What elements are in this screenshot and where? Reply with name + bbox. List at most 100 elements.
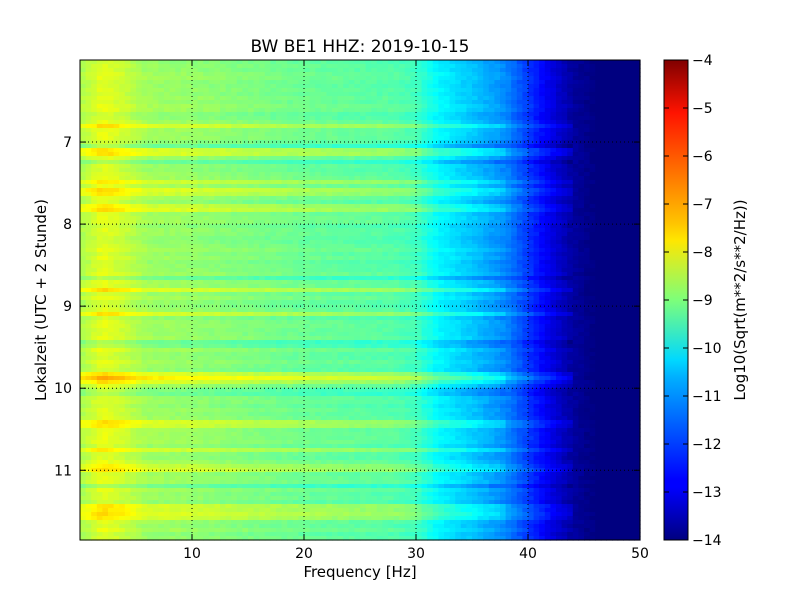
heatmap-cell [198, 152, 204, 157]
heatmap-cell [382, 84, 388, 89]
heatmap-cell [511, 212, 517, 217]
heatmap-cell [265, 116, 271, 121]
heatmap-cell [511, 228, 517, 233]
heatmap-cell [506, 252, 512, 257]
heatmap-cell [254, 188, 260, 193]
heatmap-cell [506, 192, 512, 197]
heatmap-cell [181, 100, 187, 105]
heatmap-cell [601, 204, 607, 209]
heatmap-cell [394, 224, 400, 229]
heatmap-cell [332, 176, 338, 181]
heatmap-cell [438, 232, 444, 237]
heatmap-cell [534, 192, 540, 197]
heatmap-cell [270, 64, 276, 69]
heatmap-cell [556, 108, 562, 113]
heatmap-cell [270, 96, 276, 101]
heatmap-cell [444, 232, 450, 237]
heatmap-cell [483, 252, 489, 257]
heatmap-cell [209, 184, 215, 189]
heatmap-cell [254, 224, 260, 229]
heatmap-cell [517, 72, 523, 77]
heatmap-cell [612, 180, 618, 185]
heatmap-cell [175, 236, 181, 241]
heatmap-cell [293, 164, 299, 169]
heatmap-cell [472, 92, 478, 97]
heatmap-cell [394, 196, 400, 201]
heatmap-cell [125, 92, 131, 97]
heatmap-cell [405, 120, 411, 125]
heatmap-cell [450, 236, 456, 241]
heatmap-cell [265, 104, 271, 109]
heatmap-cell [377, 208, 383, 213]
heatmap-cell [601, 168, 607, 173]
heatmap-cell [578, 152, 584, 157]
heatmap-cell [573, 232, 579, 237]
heatmap-cell [321, 132, 327, 137]
heatmap-cell [405, 160, 411, 165]
heatmap-cell [349, 244, 355, 249]
heatmap-cell [259, 184, 265, 189]
heatmap-cell [472, 112, 478, 117]
heatmap-cell [573, 156, 579, 161]
heatmap-cell [86, 184, 92, 189]
heatmap-cell [321, 120, 327, 125]
heatmap-cell [567, 80, 573, 85]
heatmap-cell [198, 208, 204, 213]
heatmap-cell [427, 200, 433, 205]
heatmap-cell [466, 200, 472, 205]
heatmap-cell [102, 160, 108, 165]
heatmap-cell [237, 168, 243, 173]
heatmap-cell [489, 180, 495, 185]
heatmap-cell [556, 144, 562, 149]
heatmap-cell [360, 168, 366, 173]
heatmap-cell [584, 164, 590, 169]
heatmap-cell [500, 168, 506, 173]
heatmap-cell [276, 100, 282, 105]
heatmap-cell [444, 208, 450, 213]
heatmap-cell [237, 84, 243, 89]
heatmap-cell [573, 124, 579, 129]
heatmap-cell [590, 144, 596, 149]
heatmap-cell [97, 136, 103, 141]
heatmap-cell [388, 252, 394, 257]
heatmap-cell [618, 196, 624, 201]
heatmap-cell [108, 236, 114, 241]
heatmap-cell [466, 244, 472, 249]
heatmap-cell [461, 88, 467, 93]
heatmap-cell [584, 128, 590, 133]
heatmap-cell [214, 116, 220, 121]
heatmap-cell [119, 192, 125, 197]
heatmap-cell [394, 156, 400, 161]
heatmap-cell [354, 180, 360, 185]
heatmap-cell [181, 120, 187, 125]
heatmap-cell [511, 168, 517, 173]
heatmap-cell [399, 208, 405, 213]
heatmap-cell [293, 192, 299, 197]
heatmap-cell [147, 188, 153, 193]
heatmap-cell [427, 88, 433, 93]
heatmap-cell [584, 160, 590, 165]
heatmap-cell [326, 244, 332, 249]
heatmap-cell [371, 232, 377, 237]
heatmap-cell [472, 160, 478, 165]
heatmap-cell [125, 212, 131, 217]
heatmap-cell [612, 232, 618, 237]
heatmap-cell [130, 180, 136, 185]
heatmap-cell [248, 248, 254, 253]
heatmap-cell [119, 64, 125, 69]
heatmap-cell [125, 100, 131, 105]
heatmap-cell [192, 88, 198, 93]
heatmap-cell [343, 80, 349, 85]
heatmap-cell [242, 216, 248, 221]
heatmap-cell [433, 144, 439, 149]
heatmap-cell [287, 60, 293, 65]
heatmap-cell [125, 112, 131, 117]
heatmap-cell [472, 80, 478, 85]
heatmap-cell [623, 120, 629, 125]
heatmap-cell [494, 252, 500, 257]
heatmap-cell [483, 68, 489, 73]
heatmap-cell [130, 152, 136, 157]
heatmap-cell [573, 148, 579, 153]
heatmap-cell [567, 180, 573, 185]
heatmap-cell [242, 256, 248, 261]
